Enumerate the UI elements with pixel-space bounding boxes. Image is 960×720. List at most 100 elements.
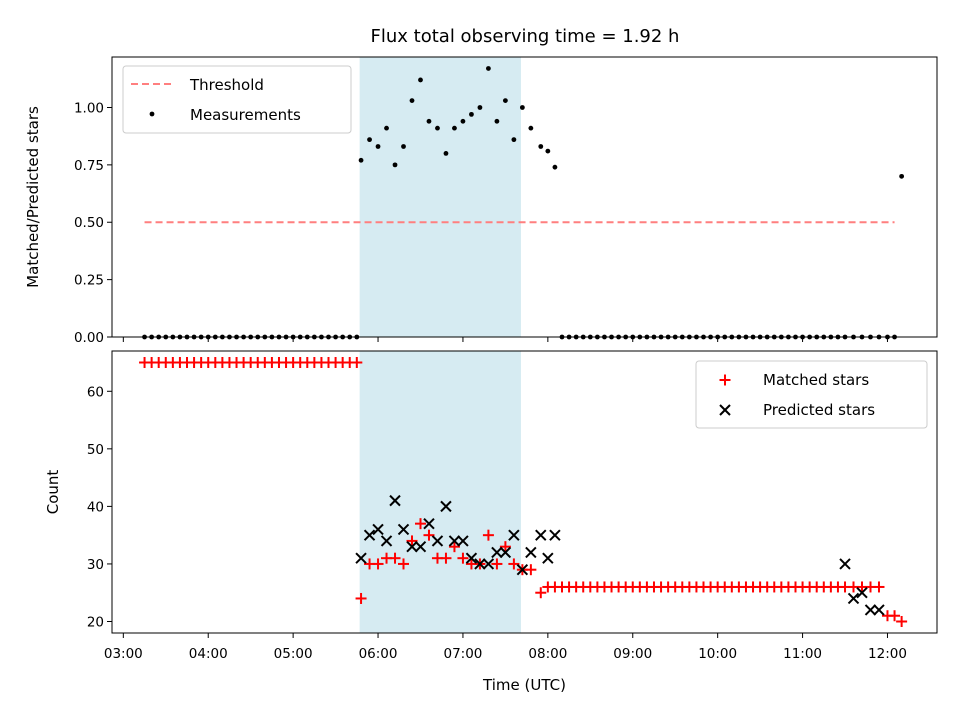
legend-matched-marker [719, 374, 731, 386]
legend-plus-mark [719, 374, 731, 386]
measurement-point [486, 66, 491, 71]
predicted-star-point-b [363, 529, 376, 541]
top-y-axis-label: Matched/Predicted stars [24, 106, 42, 288]
predicted-star-point-b [839, 558, 851, 570]
matched-star-point [398, 558, 410, 570]
bottom-y-tick-label: 20 [87, 614, 104, 630]
bottom-legend: Matched stars Predicted stars [695, 360, 928, 429]
x-tick-label: 03:00 [104, 646, 143, 662]
highlight-span-top [359, 57, 521, 337]
panel-top: 0.00 0.25 0.50 0.75 1.00 Matched/Predicted s… [24, 56, 938, 346]
matched-star-point [423, 529, 435, 541]
predicted-star-point-b [465, 552, 478, 564]
matched-star-point [482, 529, 494, 541]
matched-star-point [414, 518, 426, 530]
x-tick-label: 05:00 [274, 646, 313, 662]
bottom-legend-box [695, 360, 928, 429]
predicted-star-point [440, 500, 452, 513]
bottom-y-tick-label: 60 [87, 384, 104, 400]
predicted-star-point-b [406, 540, 418, 553]
legend-predicted-marker [719, 404, 731, 416]
top-y-tick-label: 1.00 [74, 100, 104, 116]
predicted-star-point [839, 558, 851, 570]
predicted-star-point-b [448, 535, 461, 547]
x-tick-label: 09:00 [613, 646, 652, 662]
matched-star-point [508, 558, 520, 570]
predicted-star-point [516, 563, 529, 576]
bottom-y-axis-label: Count [44, 470, 62, 515]
predicted-star-point [431, 535, 444, 547]
highlight-span-bottom [359, 351, 521, 633]
legend-matched-label: Matched stars [763, 371, 869, 389]
predicted-star-point-b [457, 535, 469, 547]
predicted-star-point [397, 523, 410, 536]
predicted-star-point-b [525, 546, 537, 559]
measurement-point [392, 162, 398, 168]
matched-star-point [491, 558, 503, 570]
matched-star-point [448, 541, 460, 553]
bottom-x-ticks: 03:00 04:00 05:00 06:00 07:00 08:00 09:00 10:00… [104, 633, 907, 662]
predicted-star-point [535, 529, 547, 541]
matched-star-point [372, 558, 384, 570]
predicted-star-point-b [856, 587, 868, 599]
predicted-star-point-b [847, 592, 860, 605]
panel-bottom: 20 30 40 50 60 03:00 04:00 05:00 06:00 07:00 08:0… [44, 350, 938, 694]
measurement-point [552, 164, 558, 170]
predicted-star-point-b [549, 529, 561, 541]
top-axes-frame [111, 56, 938, 338]
x-tick-label: 12:00 [868, 646, 907, 662]
measurement-point [477, 105, 483, 110]
matched-star-point [525, 564, 537, 576]
x-tick-label: 07:00 [443, 646, 482, 662]
legend-x-mark [719, 404, 731, 416]
measurement-point [538, 144, 544, 149]
predicted-star-point [491, 546, 503, 559]
predicted-star-point [457, 535, 469, 547]
predicted-star-point [542, 552, 554, 564]
legend-threshold-label: Threshold [189, 76, 264, 94]
predicted-star-point-b [864, 604, 877, 616]
matched-star-point [355, 592, 367, 604]
predicted-star-point-b [499, 546, 512, 559]
measurement-point [375, 144, 381, 149]
predicted-star-point-b [873, 604, 885, 616]
matched-star-point [457, 552, 469, 564]
legend-measurements-label: Measurements [190, 106, 301, 124]
measurement-point [519, 105, 525, 110]
x-tick-label: 08:00 [528, 646, 567, 662]
x-axis-label: Time (UTC) [482, 676, 566, 694]
measurement-point [528, 125, 534, 131]
bottom-axes-frame [111, 350, 938, 634]
top-y-ticks: 0.00 0.25 0.50 0.75 1.00 [74, 100, 112, 346]
measurement-point [502, 98, 508, 104]
legend-measurements-marker [149, 111, 155, 117]
predicted-star-point [499, 546, 512, 559]
predicted-star-point-b [535, 529, 547, 541]
predicted-star-point [380, 535, 393, 547]
predicted-star-point [372, 523, 384, 536]
predicted-star-point-b [542, 552, 554, 564]
measurement-point [384, 125, 389, 131]
measurement-point [469, 111, 474, 117]
predicted-star-point-b [414, 540, 427, 553]
predicted-star-point-b [431, 535, 444, 547]
predicted-star-point-b [397, 523, 410, 536]
measurement-point [899, 173, 905, 179]
predicted-star-point-b [440, 500, 452, 513]
predicted-star-point [549, 529, 561, 541]
matched-star-point [389, 552, 401, 564]
predicted-star-point [847, 592, 860, 605]
chart-title: Flux total observing time = 1.92 h [371, 26, 680, 47]
top-y-tick-label: 0.25 [74, 273, 104, 289]
predicted-star-point [482, 558, 495, 570]
bottom-y-tick-label: 30 [87, 557, 104, 573]
top-y-tick-label: 0.00 [74, 330, 104, 346]
predicted-star-point [406, 540, 418, 553]
predicted-star-point [423, 517, 435, 530]
predicted-star-point-b [389, 494, 401, 507]
measurement-point [435, 125, 440, 131]
bottom-data-layer [139, 357, 908, 627]
measurement-point [418, 77, 423, 83]
predicted-star-point [525, 546, 537, 559]
measurement-point [367, 137, 372, 143]
